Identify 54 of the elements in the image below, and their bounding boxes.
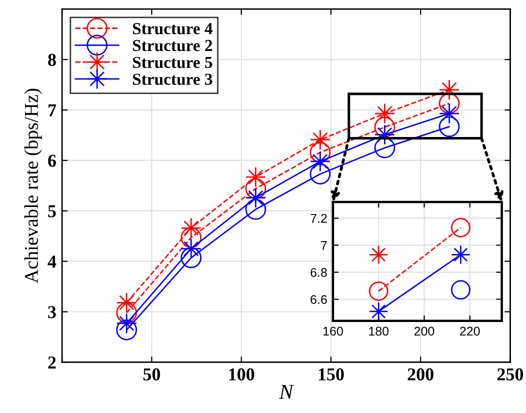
point: [374, 124, 396, 146]
y-axis-title: Achievable rate (bps/Hz): [24, 88, 42, 284]
point: [116, 320, 138, 340]
point: [310, 129, 331, 150]
y-tick-label: 7: [321, 241, 327, 250]
point: [374, 103, 396, 124]
x-tick-label: 160: [323, 326, 343, 336]
point: [180, 227, 202, 248]
point: [245, 187, 266, 208]
x-tick-label: 220: [460, 326, 480, 336]
point: [245, 178, 266, 200]
point: [310, 151, 331, 172]
point: [116, 292, 138, 314]
y-tick-label: 6: [48, 154, 56, 167]
point: [368, 302, 388, 321]
y-tick-label: 8: [48, 54, 56, 66]
legend-label: Structure 2: [132, 40, 212, 52]
y-tick-label: 5: [48, 205, 56, 218]
legend-label: Structure 4: [132, 23, 212, 34]
y-tick-label: 7: [48, 104, 56, 116]
point: [438, 79, 460, 100]
legend-label: Structure 5: [132, 56, 212, 68]
x-tick-label: 200: [414, 326, 434, 336]
point: [180, 218, 202, 238]
y-tick-label: 7.2: [310, 214, 327, 223]
point: [374, 116, 396, 138]
point: [451, 244, 470, 264]
point: [368, 281, 388, 301]
point: [245, 166, 266, 188]
y-tick-label: 6.8: [310, 268, 327, 277]
point: [180, 247, 202, 268]
point: [116, 312, 138, 334]
x-tick-label: 180: [369, 326, 389, 336]
x-tick-label: 50: [143, 368, 160, 380]
x-tick-label: 150: [318, 368, 344, 380]
x-tick-label: 250: [497, 368, 524, 380]
y-tick-label: 4: [48, 256, 56, 268]
legend-label: Structure 3: [132, 74, 212, 85]
x-tick-label: 100: [229, 368, 254, 380]
x-axis-title: N: [279, 384, 294, 399]
point: [451, 218, 470, 238]
point: [368, 244, 388, 264]
point: [438, 103, 460, 124]
point: [180, 238, 202, 260]
point: [310, 142, 331, 163]
y-tick-label: 3: [48, 306, 56, 318]
point: [451, 280, 470, 300]
y-tick-label: 6.6: [310, 295, 327, 304]
point: [245, 198, 266, 220]
y-tick-label: 2: [48, 356, 56, 368]
x-tick-label: 200: [408, 368, 434, 380]
point: [438, 116, 460, 138]
point: [116, 302, 138, 324]
point: [310, 164, 331, 184]
